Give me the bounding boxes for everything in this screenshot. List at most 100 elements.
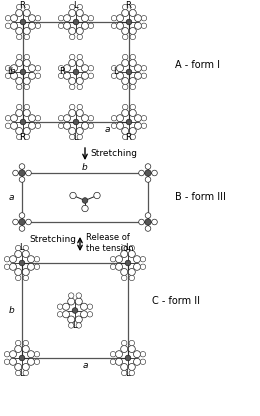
Circle shape	[4, 359, 10, 364]
Circle shape	[23, 27, 30, 35]
Circle shape	[76, 109, 83, 116]
Circle shape	[23, 127, 30, 134]
Circle shape	[81, 311, 88, 318]
Circle shape	[63, 65, 70, 72]
Text: R: R	[125, 2, 131, 10]
Circle shape	[77, 84, 82, 90]
Circle shape	[81, 115, 88, 122]
Circle shape	[140, 352, 146, 357]
Circle shape	[121, 245, 127, 251]
Circle shape	[141, 116, 147, 121]
Circle shape	[19, 170, 25, 176]
Circle shape	[13, 170, 18, 176]
Circle shape	[69, 77, 76, 84]
Circle shape	[115, 358, 122, 365]
Circle shape	[28, 351, 35, 358]
Circle shape	[23, 245, 29, 251]
Circle shape	[63, 72, 70, 79]
Circle shape	[125, 260, 131, 266]
Circle shape	[81, 122, 88, 129]
Circle shape	[111, 65, 117, 71]
Circle shape	[16, 4, 22, 10]
Circle shape	[134, 115, 141, 122]
Circle shape	[76, 323, 82, 328]
Circle shape	[23, 109, 30, 116]
Circle shape	[19, 219, 25, 225]
Text: a: a	[82, 362, 88, 371]
Circle shape	[130, 54, 135, 60]
Circle shape	[19, 260, 25, 266]
Circle shape	[10, 358, 16, 365]
Circle shape	[121, 346, 128, 352]
Circle shape	[111, 15, 117, 21]
Circle shape	[128, 268, 135, 275]
Circle shape	[16, 27, 23, 35]
Circle shape	[88, 23, 94, 29]
Circle shape	[126, 69, 132, 75]
Circle shape	[76, 59, 83, 67]
Circle shape	[68, 316, 75, 323]
Circle shape	[15, 364, 22, 371]
Circle shape	[129, 109, 136, 116]
Circle shape	[4, 264, 10, 270]
Circle shape	[5, 15, 11, 21]
Circle shape	[34, 257, 40, 262]
Circle shape	[141, 23, 147, 29]
Circle shape	[140, 257, 146, 262]
Circle shape	[141, 15, 147, 21]
Circle shape	[10, 115, 17, 122]
Circle shape	[81, 15, 88, 22]
Circle shape	[116, 72, 124, 79]
Circle shape	[73, 69, 79, 75]
Circle shape	[145, 177, 151, 182]
Text: R: R	[19, 2, 25, 10]
Circle shape	[77, 134, 82, 140]
Circle shape	[134, 122, 141, 129]
Circle shape	[133, 256, 140, 262]
Circle shape	[129, 77, 136, 84]
Circle shape	[128, 250, 135, 258]
Circle shape	[10, 22, 17, 29]
Circle shape	[69, 134, 75, 140]
Circle shape	[63, 22, 70, 29]
Circle shape	[62, 303, 69, 310]
Circle shape	[122, 59, 129, 67]
Circle shape	[5, 123, 11, 129]
Circle shape	[16, 54, 22, 60]
Circle shape	[23, 370, 29, 376]
Circle shape	[15, 268, 22, 275]
Circle shape	[35, 73, 41, 79]
Circle shape	[129, 340, 134, 346]
Circle shape	[19, 164, 25, 169]
Circle shape	[88, 123, 94, 129]
Circle shape	[76, 127, 83, 134]
Circle shape	[10, 351, 16, 358]
Text: L: L	[73, 133, 77, 141]
Circle shape	[128, 364, 135, 371]
Circle shape	[111, 23, 117, 29]
Circle shape	[69, 84, 75, 90]
Circle shape	[24, 34, 30, 40]
Circle shape	[24, 4, 30, 10]
Circle shape	[122, 127, 129, 134]
Circle shape	[130, 34, 135, 40]
Circle shape	[22, 250, 29, 258]
Circle shape	[24, 134, 30, 140]
Circle shape	[62, 311, 69, 318]
Circle shape	[129, 10, 136, 17]
Circle shape	[58, 65, 64, 71]
Circle shape	[88, 15, 94, 21]
Circle shape	[16, 245, 21, 251]
Circle shape	[68, 293, 74, 298]
Text: Stretching: Stretching	[29, 235, 76, 243]
Circle shape	[22, 364, 29, 371]
Circle shape	[72, 308, 78, 313]
Circle shape	[122, 10, 129, 17]
Circle shape	[76, 293, 82, 298]
Circle shape	[77, 34, 82, 40]
Circle shape	[111, 123, 117, 129]
Circle shape	[68, 298, 75, 305]
Circle shape	[129, 27, 136, 35]
Circle shape	[63, 122, 70, 129]
Circle shape	[129, 275, 134, 281]
